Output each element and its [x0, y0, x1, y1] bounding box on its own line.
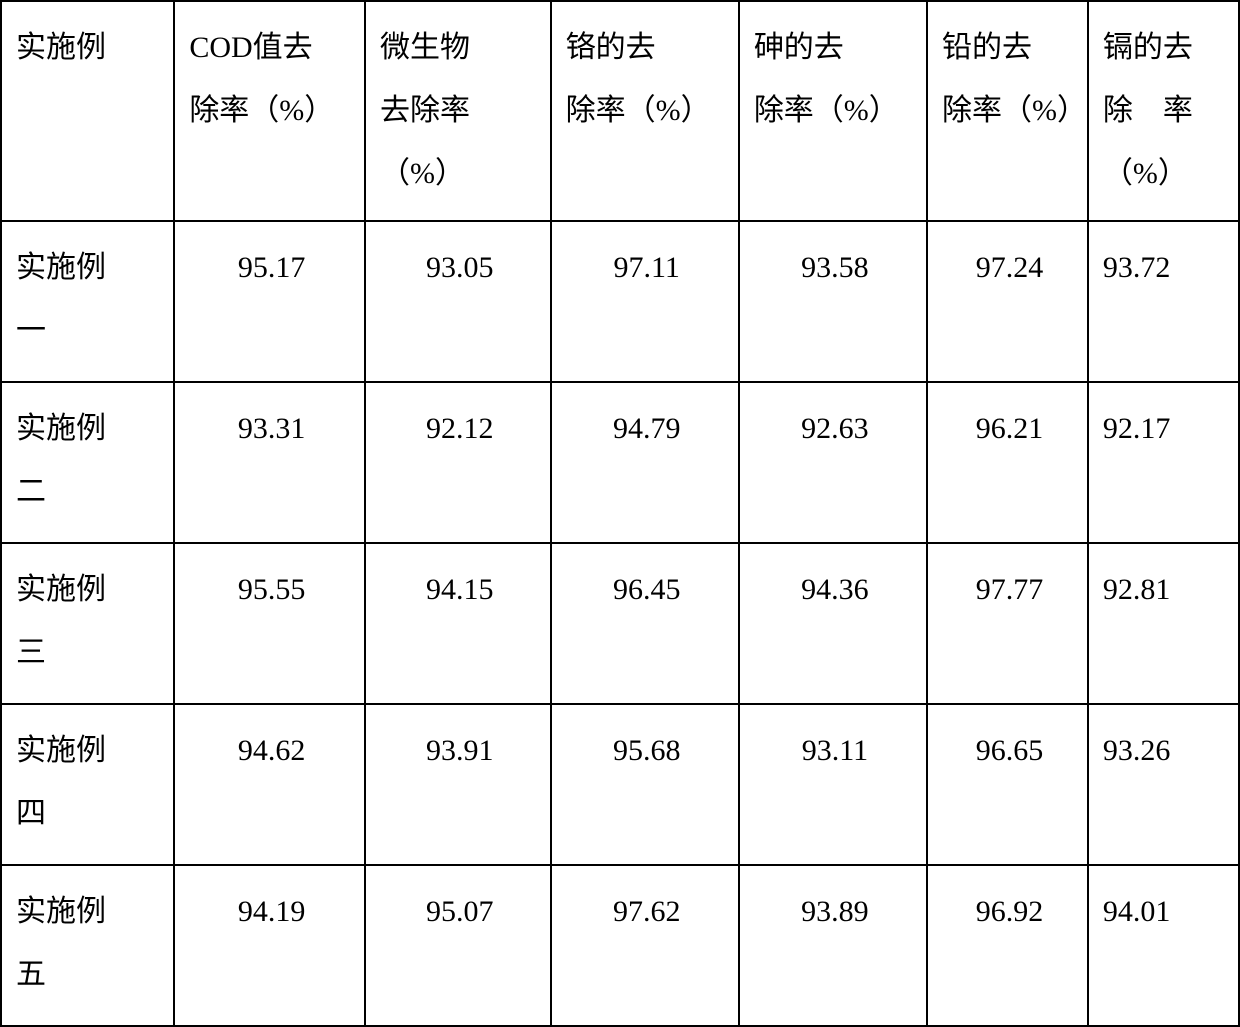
cell-value: 94.62	[174, 704, 365, 865]
table-row: 实施例 一 95.17 93.05 97.11 93.58 97.24 93.7…	[1, 221, 1239, 382]
row-label: 实施例	[16, 895, 106, 928]
col-header-label: （%）	[1103, 157, 1188, 190]
cell-value: 96.45	[551, 543, 739, 704]
col-header-as: 砷的去 除率（%）	[739, 1, 927, 221]
col-header-label: 除率（%）	[566, 94, 711, 127]
cell-value: 93.91	[365, 704, 551, 865]
row-label: 五	[16, 958, 46, 991]
cell-value: 95.55	[174, 543, 365, 704]
col-header-label: 除 率	[1103, 94, 1193, 127]
row-label-cell: 实施例 四	[1, 704, 174, 865]
cell-value: 96.21	[927, 382, 1088, 543]
cell-value: 93.31	[174, 382, 365, 543]
col-header-cd: 镉的去 除 率 （%）	[1088, 1, 1239, 221]
col-header-label: 砷的去	[754, 31, 844, 64]
cell-value: 95.17	[174, 221, 365, 382]
cell-value: 93.89	[739, 865, 927, 1026]
table-header-row: 实施例 COD值去 除率（%） 微生物 去除率 （%） 铬的去 除率（%） 砷的…	[1, 1, 1239, 221]
cell-value: 92.81	[1088, 543, 1239, 704]
cell-value: 93.26	[1088, 704, 1239, 865]
col-header-label: 微生物	[380, 31, 470, 64]
cell-value: 92.17	[1088, 382, 1239, 543]
table-row: 实施例 四 94.62 93.91 95.68 93.11 96.65 93.2…	[1, 704, 1239, 865]
col-header-label: 去除率	[380, 94, 470, 127]
col-header-microbe: 微生物 去除率 （%）	[365, 1, 551, 221]
col-header-cr: 铬的去 除率（%）	[551, 1, 739, 221]
row-label-cell: 实施例 三	[1, 543, 174, 704]
table-container: 实施例 COD值去 除率（%） 微生物 去除率 （%） 铬的去 除率（%） 砷的…	[0, 0, 1240, 1025]
cell-value: 92.12	[365, 382, 551, 543]
col-header-label: （%）	[380, 157, 465, 190]
col-header-pb: 铅的去 除率（%）	[927, 1, 1088, 221]
row-label-cell: 实施例 二	[1, 382, 174, 543]
col-header-label: 除率（%）	[942, 94, 1087, 127]
cell-value: 92.63	[739, 382, 927, 543]
col-header-label: 铅的去	[942, 31, 1032, 64]
col-header-cod: COD值去 除率（%）	[174, 1, 365, 221]
row-label: 实施例	[16, 734, 106, 767]
cell-value: 94.36	[739, 543, 927, 704]
col-header-label: COD值去	[189, 31, 312, 64]
cell-value: 97.24	[927, 221, 1088, 382]
cell-value: 95.68	[551, 704, 739, 865]
cell-value: 93.58	[739, 221, 927, 382]
cell-value: 94.19	[174, 865, 365, 1026]
row-label-cell: 实施例 五	[1, 865, 174, 1026]
cell-value: 97.62	[551, 865, 739, 1026]
cell-value: 96.92	[927, 865, 1088, 1026]
row-label: 三	[16, 636, 46, 669]
col-header-label: 镉的去	[1103, 31, 1193, 64]
row-label: 实施例	[16, 412, 106, 445]
col-header-label: 除率（%）	[754, 94, 899, 127]
cell-value: 94.01	[1088, 865, 1239, 1026]
row-label: 二	[16, 475, 46, 508]
row-label: 实施例	[16, 573, 106, 606]
cell-value: 95.07	[365, 865, 551, 1026]
cell-value: 93.72	[1088, 221, 1239, 382]
table-row: 实施例 五 94.19 95.07 97.62 93.89 96.92 94.0…	[1, 865, 1239, 1026]
row-label: 实施例	[16, 251, 106, 284]
cell-value: 93.05	[365, 221, 551, 382]
row-label: 一	[16, 314, 46, 347]
row-label: 四	[16, 797, 46, 830]
col-header-label: 实施例	[16, 31, 106, 64]
cell-value: 97.11	[551, 221, 739, 382]
col-header-example: 实施例	[1, 1, 174, 221]
cell-value: 97.77	[927, 543, 1088, 704]
col-header-label: 铬的去	[566, 31, 656, 64]
removal-rate-table: 实施例 COD值去 除率（%） 微生物 去除率 （%） 铬的去 除率（%） 砷的…	[0, 0, 1240, 1027]
table-row: 实施例 三 95.55 94.15 96.45 94.36 97.77 92.8…	[1, 543, 1239, 704]
cell-value: 93.11	[739, 704, 927, 865]
table-row: 实施例 二 93.31 92.12 94.79 92.63 96.21 92.1…	[1, 382, 1239, 543]
cell-value: 96.65	[927, 704, 1088, 865]
row-label-cell: 实施例 一	[1, 221, 174, 382]
cell-value: 94.79	[551, 382, 739, 543]
col-header-label: 除率（%）	[189, 94, 334, 127]
cell-value: 94.15	[365, 543, 551, 704]
